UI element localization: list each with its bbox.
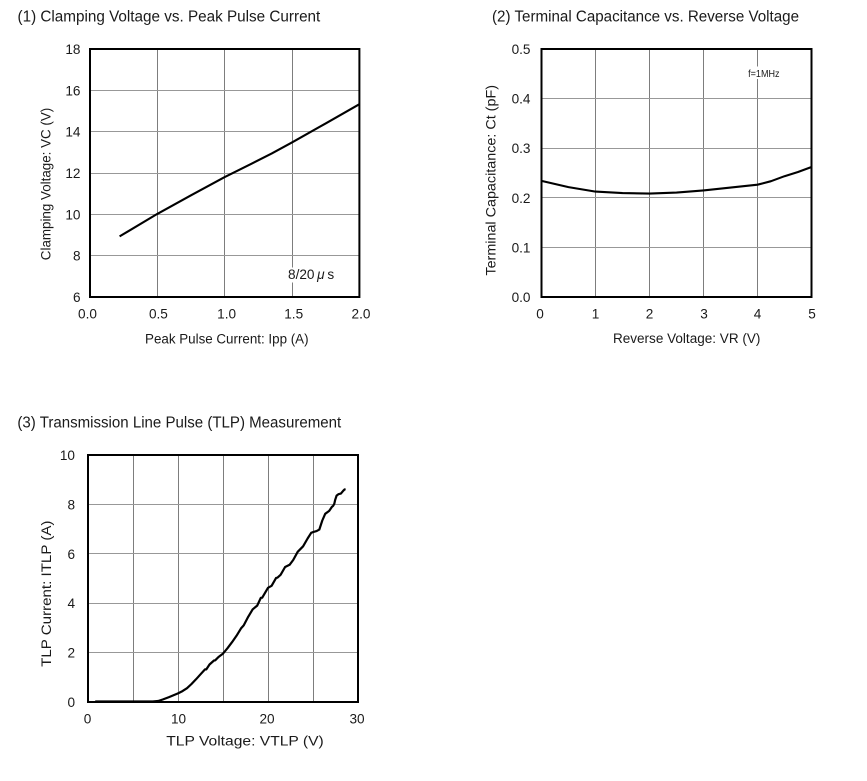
svg-text:0: 0 [536, 306, 544, 321]
svg-text:10: 10 [60, 448, 76, 463]
svg-text:0: 0 [67, 695, 75, 710]
svg-text:0.5: 0.5 [149, 306, 168, 321]
svg-text:2: 2 [646, 306, 654, 321]
svg-text:18: 18 [65, 42, 80, 57]
svg-text:0.0: 0.0 [512, 290, 531, 305]
svg-text:0.5: 0.5 [512, 42, 531, 57]
svg-text:8/20 μ s: 8/20 μ s [288, 267, 334, 282]
svg-text:6: 6 [67, 547, 75, 562]
svg-text:16: 16 [65, 83, 80, 98]
svg-text:1.5: 1.5 [284, 306, 303, 321]
svg-text:(3) Transmission Line Pulse (T: (3) Transmission Line Pulse (TLP) Measur… [17, 415, 341, 432]
svg-text:1.0: 1.0 [217, 306, 236, 321]
svg-text:(1) Clamping Voltage vs. Peak: (1) Clamping Voltage vs. Peak Pulse Curr… [18, 9, 322, 26]
svg-text:5: 5 [808, 306, 816, 321]
svg-text:0.4: 0.4 [512, 92, 531, 107]
svg-text:Terminal Capacitance: Ct (pF): Terminal Capacitance: Ct (pF) [483, 85, 499, 276]
svg-text:0.1: 0.1 [512, 240, 531, 255]
svg-text:10: 10 [171, 712, 187, 727]
svg-text:Clamping Voltage: VC (V): Clamping Voltage: VC (V) [39, 108, 55, 260]
svg-text:1: 1 [592, 306, 600, 321]
svg-text:30: 30 [349, 712, 365, 727]
svg-text:0.3: 0.3 [512, 141, 531, 156]
svg-text:0.2: 0.2 [512, 191, 531, 206]
svg-text:6: 6 [73, 290, 81, 305]
svg-text:0.0: 0.0 [78, 306, 97, 321]
svg-text:Peak Pulse Current: Ipp (A): Peak Pulse Current: Ipp (A) [145, 332, 309, 348]
svg-text:8: 8 [73, 249, 81, 264]
svg-text:TLP Current: ITLP (A): TLP Current: ITLP (A) [39, 521, 55, 667]
svg-text:8: 8 [67, 497, 75, 512]
svg-text:20: 20 [259, 712, 275, 727]
svg-text:4: 4 [67, 596, 75, 611]
svg-text:12: 12 [65, 166, 80, 181]
svg-text:4: 4 [754, 306, 762, 321]
svg-text:(2) Terminal Capacitance vs. R: (2) Terminal Capacitance vs. Reverse Vol… [492, 9, 799, 26]
svg-text:2: 2 [67, 646, 75, 661]
svg-text:14: 14 [65, 125, 81, 140]
svg-text:3: 3 [700, 306, 708, 321]
svg-text:2.0: 2.0 [352, 306, 371, 321]
svg-text:TLP Voltage: VTLP (V): TLP Voltage: VTLP (V) [166, 734, 324, 750]
svg-text:Reverse Voltage: VR (V): Reverse Voltage: VR (V) [613, 331, 761, 347]
svg-text:0: 0 [84, 712, 92, 727]
svg-text:10: 10 [65, 207, 81, 222]
svg-text:f=1MHz: f=1MHz [748, 68, 780, 80]
